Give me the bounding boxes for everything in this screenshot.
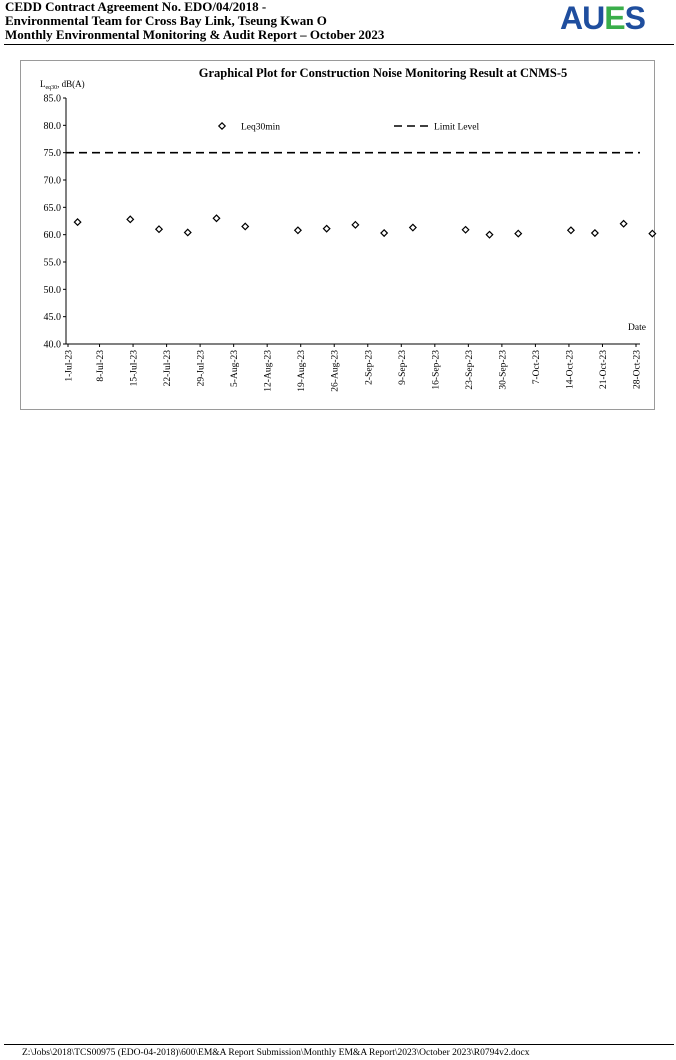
data-point-leq30min [380, 228, 389, 238]
x-tick-label: 1-Jul-23 [65, 350, 75, 382]
chart-title: Graphical Plot for Construction Noise Mo… [199, 66, 568, 80]
aues-logo: AUES [560, 0, 646, 36]
data-point-leq30min [514, 229, 523, 238]
header-divider [4, 44, 674, 45]
logo-letter: A [560, 0, 583, 36]
x-axis-label: Date [628, 323, 646, 333]
y-tick-label: 85.0 [44, 94, 62, 105]
y-tick-label: 80.0 [44, 121, 62, 132]
data-point-leq30min [322, 224, 331, 233]
x-tick-label: 15-Jul-23 [130, 350, 140, 387]
x-tick-label: 5-Aug-23 [230, 350, 240, 387]
logo-letter: U [582, 0, 605, 36]
y-tick-label: 65.0 [44, 203, 62, 214]
data-point-leq30min [590, 228, 599, 238]
x-tick-label: 30-Sep-23 [498, 350, 508, 390]
x-tick-label: 19-Aug-23 [297, 350, 307, 392]
legend-label-leq30min: Leq30min [241, 123, 280, 133]
logo-letter: E [604, 0, 625, 36]
y-tick-label: 75.0 [44, 148, 62, 159]
legend-diamond-marker [217, 121, 227, 131]
data-point-leq30min [485, 230, 494, 239]
data-point-leq30min [461, 225, 470, 234]
y-tick-label: 60.0 [44, 230, 62, 241]
footer-file-path: Z:\Jobs\2018\TCS00975 (EDO-04-2018)\600\… [22, 1048, 530, 1058]
legend-label-limit-level: Limit Level [434, 123, 479, 133]
data-point-leq30min [293, 226, 302, 235]
noise-monitoring-chart: Graphical Plot for Construction Noise Mo… [40, 66, 657, 392]
y-tick-label: 55.0 [44, 258, 62, 269]
x-tick-label: 2-Sep-23 [364, 350, 374, 385]
data-point-leq30min [212, 214, 221, 223]
data-point-leq30min [351, 220, 360, 229]
data-point-leq30min [619, 219, 628, 228]
x-tick-label: 8-Jul-23 [96, 350, 106, 382]
header-line-3: Monthly Environmental Monitoring & Audit… [5, 27, 385, 42]
data-point-leq30min [126, 215, 135, 224]
x-tick-label: 14-Oct-23 [565, 350, 575, 389]
x-tick-label: 16-Sep-23 [431, 350, 441, 390]
y-tick-label: 50.0 [44, 285, 62, 296]
data-point-leq30min [73, 218, 82, 227]
logo-letter: S [624, 0, 646, 36]
x-tick-label: 22-Jul-23 [163, 350, 173, 387]
header-line-2: Environmental Team for Cross Bay Link, T… [5, 13, 327, 28]
x-tick-label: 28-Oct-23 [633, 350, 643, 389]
data-point-leq30min [408, 223, 417, 232]
x-tick-label: 12-Aug-23 [264, 350, 274, 392]
x-tick-label: 29-Jul-23 [197, 350, 207, 387]
y-axis-label: Leq30, dB(A) [40, 79, 85, 91]
data-point-leq30min [566, 226, 575, 235]
x-tick-label: 21-Oct-23 [599, 350, 609, 389]
data-point-leq30min [183, 228, 192, 237]
header-line-1: CEDD Contract Agreement No. EDO/04/2018 … [5, 0, 267, 14]
data-point-leq30min [241, 222, 250, 231]
footer-divider [4, 1044, 674, 1045]
document-header: CEDD Contract Agreement No. EDO/04/2018 … [5, 0, 545, 42]
x-tick-label: 26-Aug-23 [331, 350, 341, 392]
x-tick-label: 23-Sep-23 [465, 350, 475, 390]
x-tick-label: 9-Sep-23 [398, 350, 408, 385]
y-tick-label: 70.0 [44, 176, 62, 187]
y-tick-label: 40.0 [44, 340, 62, 351]
data-point-leq30min [154, 225, 164, 234]
y-tick-label: 45.0 [44, 312, 62, 323]
data-point-leq30min [648, 229, 657, 238]
x-tick-label: 7-Oct-23 [532, 350, 542, 385]
